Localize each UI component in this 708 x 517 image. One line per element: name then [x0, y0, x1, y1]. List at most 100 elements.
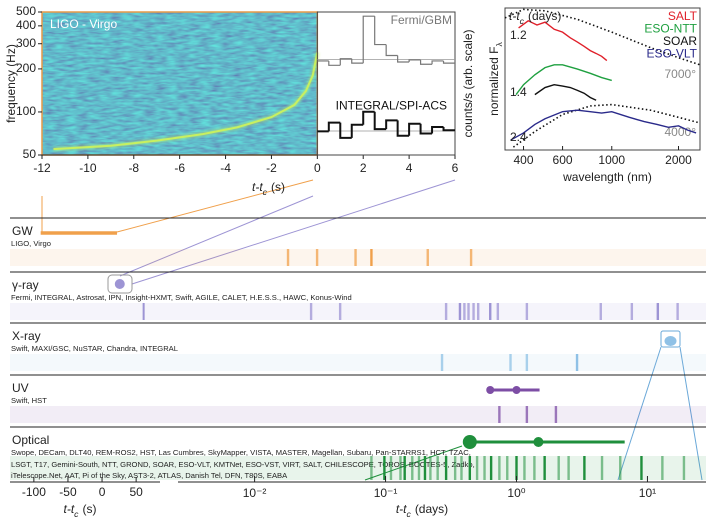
y-tick-label: 400: [16, 18, 36, 32]
label-part: (days): [528, 9, 561, 23]
label-part: t-t: [509, 9, 520, 23]
observation-tick: [468, 456, 472, 480]
x-tick-label: 10⁻²: [243, 486, 267, 500]
observation-tick: [515, 456, 518, 480]
observation-tick: [583, 456, 586, 480]
facilities: Fermi, INTEGRAL, Astrosat, IPN, Insight-…: [11, 293, 352, 302]
observation-tick: [599, 303, 602, 320]
y-axis-label: frequency (Hz): [4, 44, 18, 123]
observation-tick: [509, 354, 512, 371]
x-tick-label: 0: [314, 161, 321, 175]
observation-band: [10, 354, 706, 371]
legend-entry: ESO-NTT: [644, 22, 697, 36]
lightcurve-bin: [339, 122, 352, 139]
epoch-label: 1.4: [510, 85, 527, 99]
spectrum: [534, 83, 597, 101]
label-part: (s): [271, 180, 285, 194]
observation-tick: [389, 456, 393, 480]
epoch-label: 1.2: [510, 28, 527, 42]
observation-tick: [525, 303, 529, 320]
detection-point: [462, 435, 477, 449]
x-tick-label: 10⁰: [507, 486, 525, 500]
x-tick-label: -100: [22, 485, 46, 499]
x-tick-label: 400: [514, 153, 534, 167]
x-tick-label: -6: [174, 161, 185, 175]
observation-tick: [506, 456, 509, 480]
row-name: GW: [12, 224, 33, 238]
facilities-box: Swift, MAXI/GSC, NuSTAR, Chandra, INTEGR…: [11, 344, 178, 353]
label-part: c: [407, 509, 412, 517]
facilities: Swift, HST: [11, 396, 47, 405]
observation-tick: [411, 456, 414, 480]
blackbody-label: 7000°: [665, 67, 697, 81]
lightcurve-bin: [397, 55, 410, 63]
lightcurve-bin: [408, 122, 421, 136]
x-tick-label: -50: [59, 485, 77, 499]
observation-band: [10, 456, 706, 480]
chirp-track: [53, 52, 319, 151]
x-tick-label: -10: [79, 161, 97, 175]
observation-tick: [436, 456, 439, 480]
x-axis-label: t-tc (s): [64, 502, 97, 517]
x-axis-label: t-tc (days): [396, 502, 448, 517]
label-part: c: [74, 509, 79, 517]
observation-tick: [533, 456, 536, 480]
x-axis-label: wavelength (nm): [562, 170, 652, 184]
lightcurve-bin: [385, 119, 398, 130]
blackbody-curve: [512, 103, 701, 148]
y-tick-label: 500: [16, 4, 36, 18]
observation-tick: [567, 456, 570, 480]
facilities-box: Swift, HST: [11, 396, 47, 405]
observation-tick: [525, 354, 529, 371]
epoch-label: 2.4: [510, 130, 527, 144]
x-tick-label: 10¹: [639, 486, 656, 500]
observation-tick: [338, 303, 342, 320]
observation-tick: [557, 456, 560, 480]
lightcurve-bin: [327, 121, 341, 132]
observation-tick: [554, 406, 558, 423]
x-tick-label: -8: [128, 161, 139, 175]
observation-tick: [496, 303, 500, 320]
spectrum: [518, 19, 608, 62]
observation-tick: [472, 303, 475, 320]
legend-entry: SOAR: [663, 34, 697, 48]
observation-tick: [399, 456, 402, 480]
observation-tick: [619, 456, 622, 480]
row-name: γ-ray: [12, 278, 39, 292]
label-part: λ: [494, 41, 504, 46]
observation-tick: [453, 456, 457, 480]
lightcurve-bin: [351, 58, 364, 64]
observation-tick: [682, 456, 686, 480]
x-tick-label: 50: [129, 485, 143, 499]
spectra-frame: [504, 7, 701, 151]
lightcurve-bin: [431, 60, 444, 65]
x-tick-label: 2000: [665, 153, 692, 167]
observation-tick: [370, 456, 373, 480]
facilities-box: Swope, DECam, DLT40, REM-ROS2, HST, Las …: [11, 448, 475, 480]
observation-tick: [383, 456, 386, 480]
observation-tick: [417, 456, 421, 480]
x-axis-label: t-tc (s): [252, 180, 285, 197]
observation-band: [10, 303, 706, 320]
detection-point: [486, 386, 495, 394]
x-tick-label: 1000: [598, 153, 625, 167]
lightcurve-bin: [419, 123, 433, 135]
observation-tick: [463, 303, 466, 320]
row-name: Optical: [12, 433, 49, 447]
lightcurve-bin: [431, 125, 444, 134]
observation-tick: [142, 303, 145, 320]
detection-point: [664, 336, 677, 346]
lightcurve-bin: [385, 44, 398, 57]
spectrum: [515, 64, 612, 96]
observation-tick: [477, 303, 480, 320]
y-tick-label: 100: [16, 104, 36, 118]
label-part: t-t: [64, 502, 75, 516]
observation-tick: [489, 456, 493, 480]
y-axis-label: normalized Fλ: [487, 41, 504, 115]
observation-tick: [475, 456, 479, 480]
observation-tick: [444, 303, 448, 320]
observation-tick: [469, 249, 473, 266]
y-axis-label: counts/s (arb. scale): [461, 29, 475, 137]
lightcurve-bin: [374, 16, 387, 46]
